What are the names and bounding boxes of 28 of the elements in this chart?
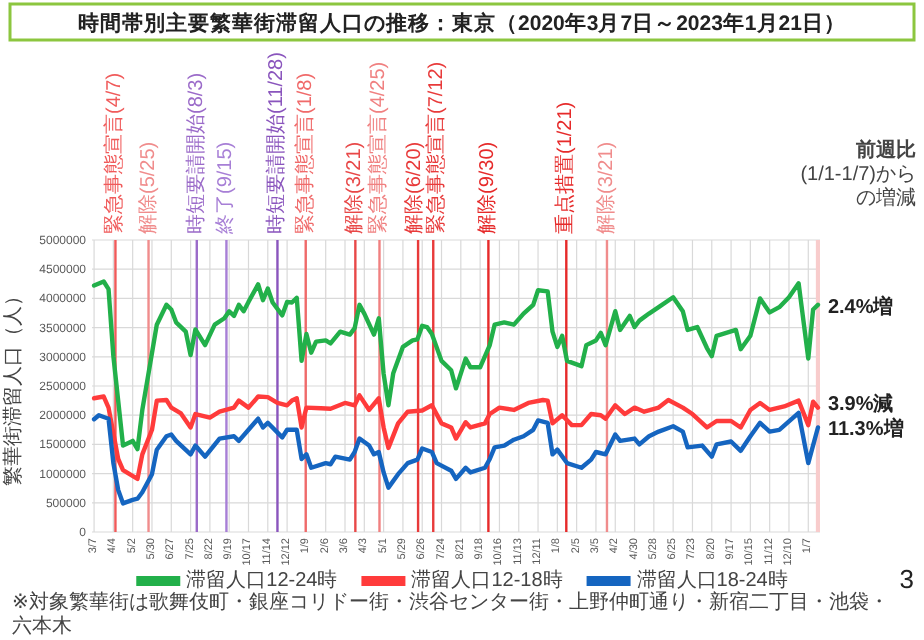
line-series	[91, 410, 821, 506]
annotation: 2.4%増	[827, 294, 894, 319]
text: (1/1-1/7)からの増減	[800, 164, 916, 210]
ref-line-label: 解除(9/30)	[475, 141, 500, 234]
ref-line-label: 終了(9/15)	[213, 141, 238, 236]
line-series	[91, 279, 821, 452]
annotation: 3.9%減	[827, 391, 894, 416]
ref-line-label: 解除(3/21)	[342, 141, 367, 234]
legend-label: 滞留人口12-24時	[186, 568, 338, 592]
text: 3	[899, 564, 914, 594]
text: ※対象繁華街は歌舞伎町・銀座コリドー街・渋谷センター街・上野仲町通り・新宿二丁目・池袋・六本木	[12, 590, 889, 638]
ref-line-label: 解除(5/25)	[135, 141, 160, 234]
ref-line-label: 緊急事態宣言(1/8)	[292, 72, 317, 234]
chart-title: 時間帯別主要繁華街滞留人口の推移：東京（2020年3月7日～2023年1月21日）	[78, 10, 846, 36]
line-series	[91, 393, 821, 482]
text: 前週比	[854, 138, 916, 162]
annotation: 11.3%増	[827, 417, 904, 442]
ref-line-label: 緊急事態宣言(7/12)	[423, 61, 448, 234]
ref-line-label: 緊急事態宣言(4/7)	[102, 72, 127, 234]
ref-line-label: 緊急事態宣言(4/25)	[366, 61, 391, 234]
ref-line-label: 時短要請開始(8/3)	[183, 72, 208, 234]
ref-line-label: 解除(3/21)	[593, 141, 618, 234]
ref-line-label: 解除(6/20)	[401, 141, 426, 234]
legend-label: 滞留人口12-18時	[411, 568, 563, 592]
y-axis-title: 繁華街滞留人口（人）	[1, 286, 25, 486]
ref-line-label: 重点措置(1/21)	[553, 101, 578, 234]
ref-line-label: 時短要請開始(11/28)	[264, 52, 289, 234]
legend-label: 滞留人口18-24時	[636, 568, 788, 592]
